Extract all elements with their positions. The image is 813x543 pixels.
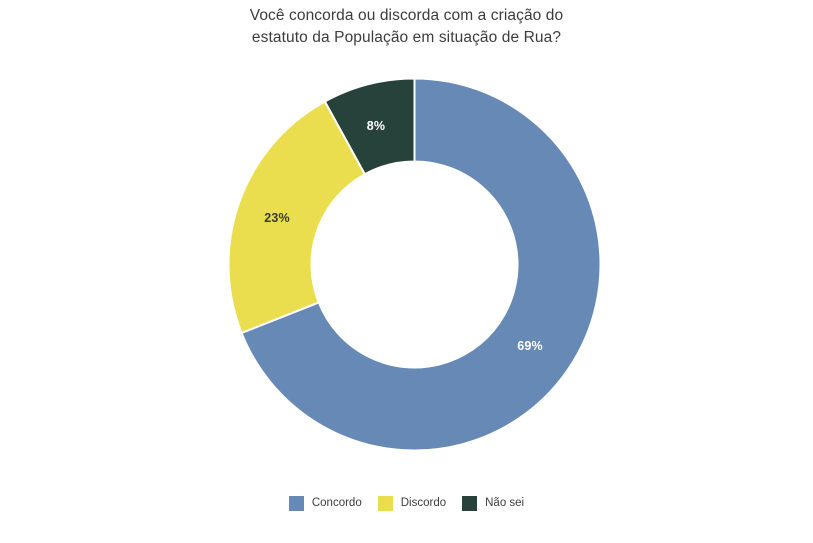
legend-item[interactable]: Não sei (462, 496, 524, 511)
legend-item-label: Concordo (311, 497, 362, 509)
donut-slices (227, 77, 602, 452)
legend-item-label: Discordo (400, 497, 447, 509)
legend-color-swatch (377, 496, 393, 511)
donut-slice[interactable] (227, 100, 367, 335)
donut-slice[interactable] (323, 77, 416, 176)
legend-item[interactable]: Discordo (377, 496, 447, 511)
legend-color-swatch (288, 496, 304, 511)
legend-color-swatch (462, 496, 478, 511)
donut-slice[interactable] (240, 77, 602, 452)
chart-title: Você concorda ou discorda com a criação … (249, 7, 564, 46)
chart-legend: Concordo Discordo Não sei (0, 496, 813, 511)
legend-item[interactable]: Concordo (288, 496, 362, 511)
legend-item-label: Não sei (485, 497, 525, 509)
